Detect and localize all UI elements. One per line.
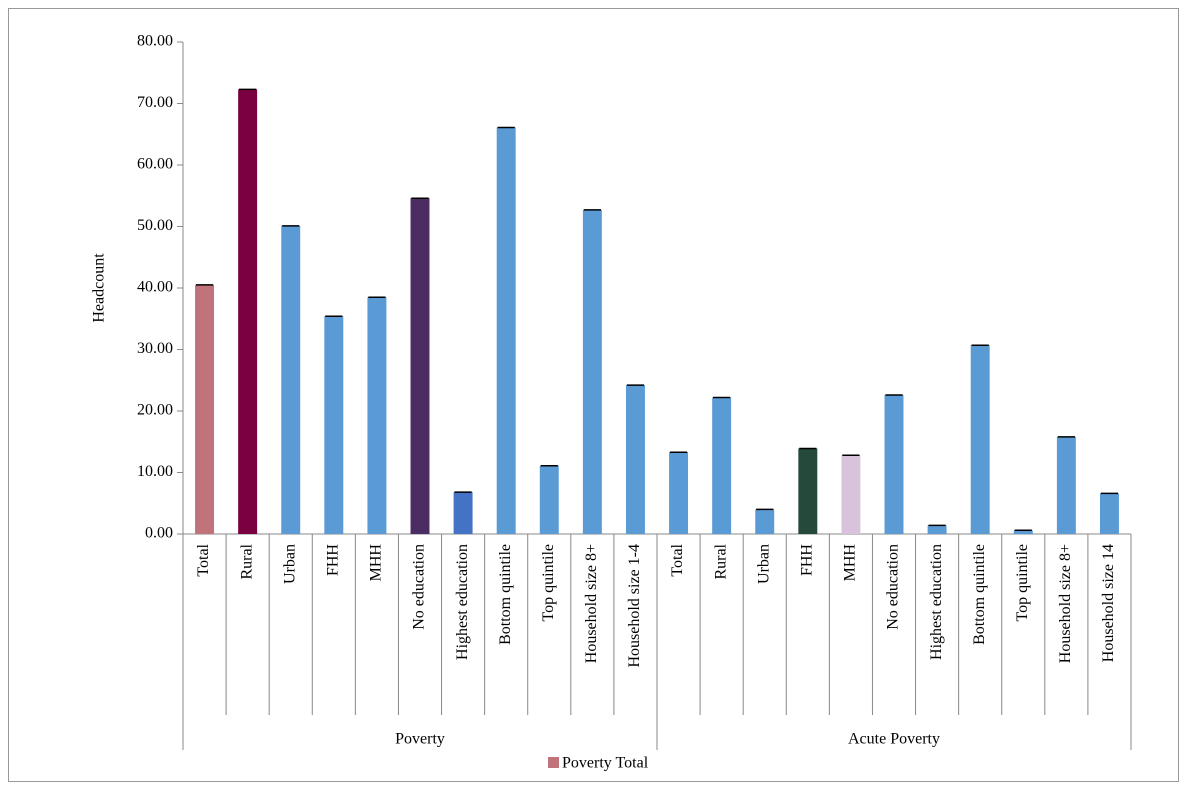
chart-border: [8, 8, 1179, 782]
x-tick-label: Highest education: [928, 544, 945, 660]
group-label: Poverty: [395, 731, 445, 748]
y-tick-label: 0.00: [145, 525, 173, 542]
group-label: Acute Poverty: [848, 731, 940, 748]
x-tick-label: Household size 1-4: [626, 544, 643, 668]
bar: [1099, 493, 1119, 534]
bar: [970, 345, 990, 534]
x-tick-label: Top quintile: [1014, 544, 1031, 622]
bar: [927, 525, 947, 534]
bar: [539, 465, 559, 534]
y-tick-label: 40.00: [137, 279, 173, 296]
y-tick-label: 60.00: [137, 156, 173, 173]
x-tick-label: Household size 14: [1100, 544, 1117, 662]
bar: [238, 89, 258, 534]
x-tick-label: FHH: [798, 544, 815, 576]
y-axis-label: Headcount: [91, 253, 108, 323]
bar: [625, 385, 645, 534]
x-tick-label: FHH: [324, 544, 341, 576]
x-tick-label: MHH: [368, 544, 385, 582]
x-tick-label: Household size 8+: [1057, 544, 1074, 663]
legend-swatch: [548, 757, 559, 768]
x-tick-label: Urban: [281, 544, 298, 584]
x-tick-label: Rural: [712, 543, 729, 579]
bar: [281, 225, 301, 534]
y-tick-label: 80.00: [137, 33, 173, 50]
y-tick-label: 70.00: [137, 94, 173, 111]
y-tick-label: 20.00: [137, 402, 173, 419]
x-tick-label: Top quintile: [540, 544, 557, 622]
x-tick-label: No education: [885, 544, 902, 630]
bar: [1013, 530, 1033, 534]
bar: [798, 448, 818, 534]
bar: [324, 316, 344, 534]
x-tick-label: MHH: [842, 544, 859, 582]
y-tick-label: 10.00: [137, 463, 173, 480]
bar: [582, 209, 602, 534]
x-tick-label: Total: [669, 543, 686, 576]
bar: [195, 284, 215, 534]
legend-label: Poverty Total: [562, 755, 649, 772]
x-tick-label: Highest education: [454, 544, 471, 660]
bar: [712, 397, 732, 534]
x-tick-label: Bottom quintile: [497, 544, 514, 645]
y-tick-label: 50.00: [137, 217, 173, 234]
x-tick-label: Bottom quintile: [971, 544, 988, 645]
bar: [367, 297, 387, 534]
x-tick-label: Household size 8+: [583, 544, 600, 663]
bar: [841, 455, 861, 534]
bar: [496, 127, 516, 535]
y-tick-label: 30.00: [137, 340, 173, 357]
x-tick-label: Rural: [238, 543, 255, 579]
x-tick-label: Total: [195, 543, 212, 576]
x-tick-label: Urban: [755, 544, 772, 584]
bar: [669, 452, 689, 534]
bar: [410, 198, 430, 534]
bar: [755, 509, 775, 534]
bar: [1056, 436, 1076, 534]
x-tick-label: No education: [411, 544, 428, 630]
bar: [453, 492, 473, 534]
bar: [884, 395, 904, 534]
